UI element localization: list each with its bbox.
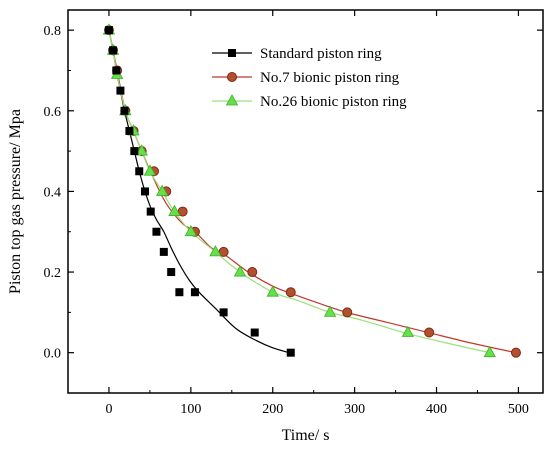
series-markers [102, 23, 521, 358]
axis-ticks: 0 100 200 300 400 500 0.0 0.2 0.4 0.6 0.8 [44, 10, 543, 417]
series-1-point [135, 167, 144, 176]
legend-marker-2 [227, 72, 237, 82]
series-1-point [104, 26, 113, 35]
series-3-point [143, 164, 157, 176]
y-tick-label: 0.0 [44, 347, 62, 362]
series-3-point [483, 345, 496, 358]
series-1-point [109, 46, 118, 55]
x-tick-label: 500 [508, 402, 529, 417]
series-2-point [342, 307, 353, 318]
series-1-point [146, 207, 155, 216]
x-tick-label: 100 [180, 402, 201, 417]
x-tick-label: 300 [344, 402, 365, 417]
x-tick-label: 400 [426, 402, 447, 417]
series-3-point [156, 184, 169, 196]
x-tick-label: 200 [262, 402, 283, 417]
series-1-point [286, 348, 295, 357]
legend-label-3: No.26 bionic piston ring [260, 94, 407, 110]
legend-marker-1 [228, 49, 236, 57]
y-tick-label: 0.2 [44, 266, 62, 281]
y-axis-title: Piston top gas pressure/ Mpa [7, 109, 24, 294]
series-2-point [510, 347, 521, 358]
series-1-point [152, 227, 161, 236]
series-3-point [323, 305, 337, 317]
series-3-point [233, 265, 247, 277]
series-3-point [168, 204, 181, 216]
plot-border [67, 9, 544, 394]
legend-marker-3 [225, 94, 239, 106]
series-1-point [125, 126, 134, 135]
series-1-point [250, 328, 259, 337]
legend: Standard piston ring No.7 bionic piston r… [212, 46, 407, 110]
y-tick-label: 0.4 [44, 185, 62, 200]
series-2-point [247, 267, 258, 278]
x-axis-title: Time/ s [282, 427, 330, 444]
legend-label-1: Standard piston ring [260, 46, 382, 62]
series-1-point [159, 247, 168, 256]
series-1-point [167, 268, 176, 277]
series-3-point [184, 224, 198, 237]
series-2-point [285, 287, 296, 298]
series-1-point [219, 308, 228, 317]
series-3-point [266, 285, 279, 297]
series-2-point [424, 327, 435, 338]
y-tick-label: 0.6 [44, 105, 62, 120]
series-3-point [209, 245, 222, 257]
y-tick-label: 0.8 [44, 24, 62, 39]
plot-frame [67, 9, 544, 394]
x-tick-label: 0 [105, 402, 112, 417]
legend-label-2: No.7 bionic piston ring [260, 70, 400, 86]
series-3-point [401, 325, 415, 337]
series-1-point [116, 86, 125, 95]
series-1-point [175, 288, 184, 297]
series-1-point [112, 66, 121, 75]
series-1-point [130, 147, 139, 156]
series-3-point [135, 144, 148, 156]
series-1-point [140, 187, 149, 196]
series-1-point [120, 106, 129, 115]
series-1-point [190, 288, 199, 297]
